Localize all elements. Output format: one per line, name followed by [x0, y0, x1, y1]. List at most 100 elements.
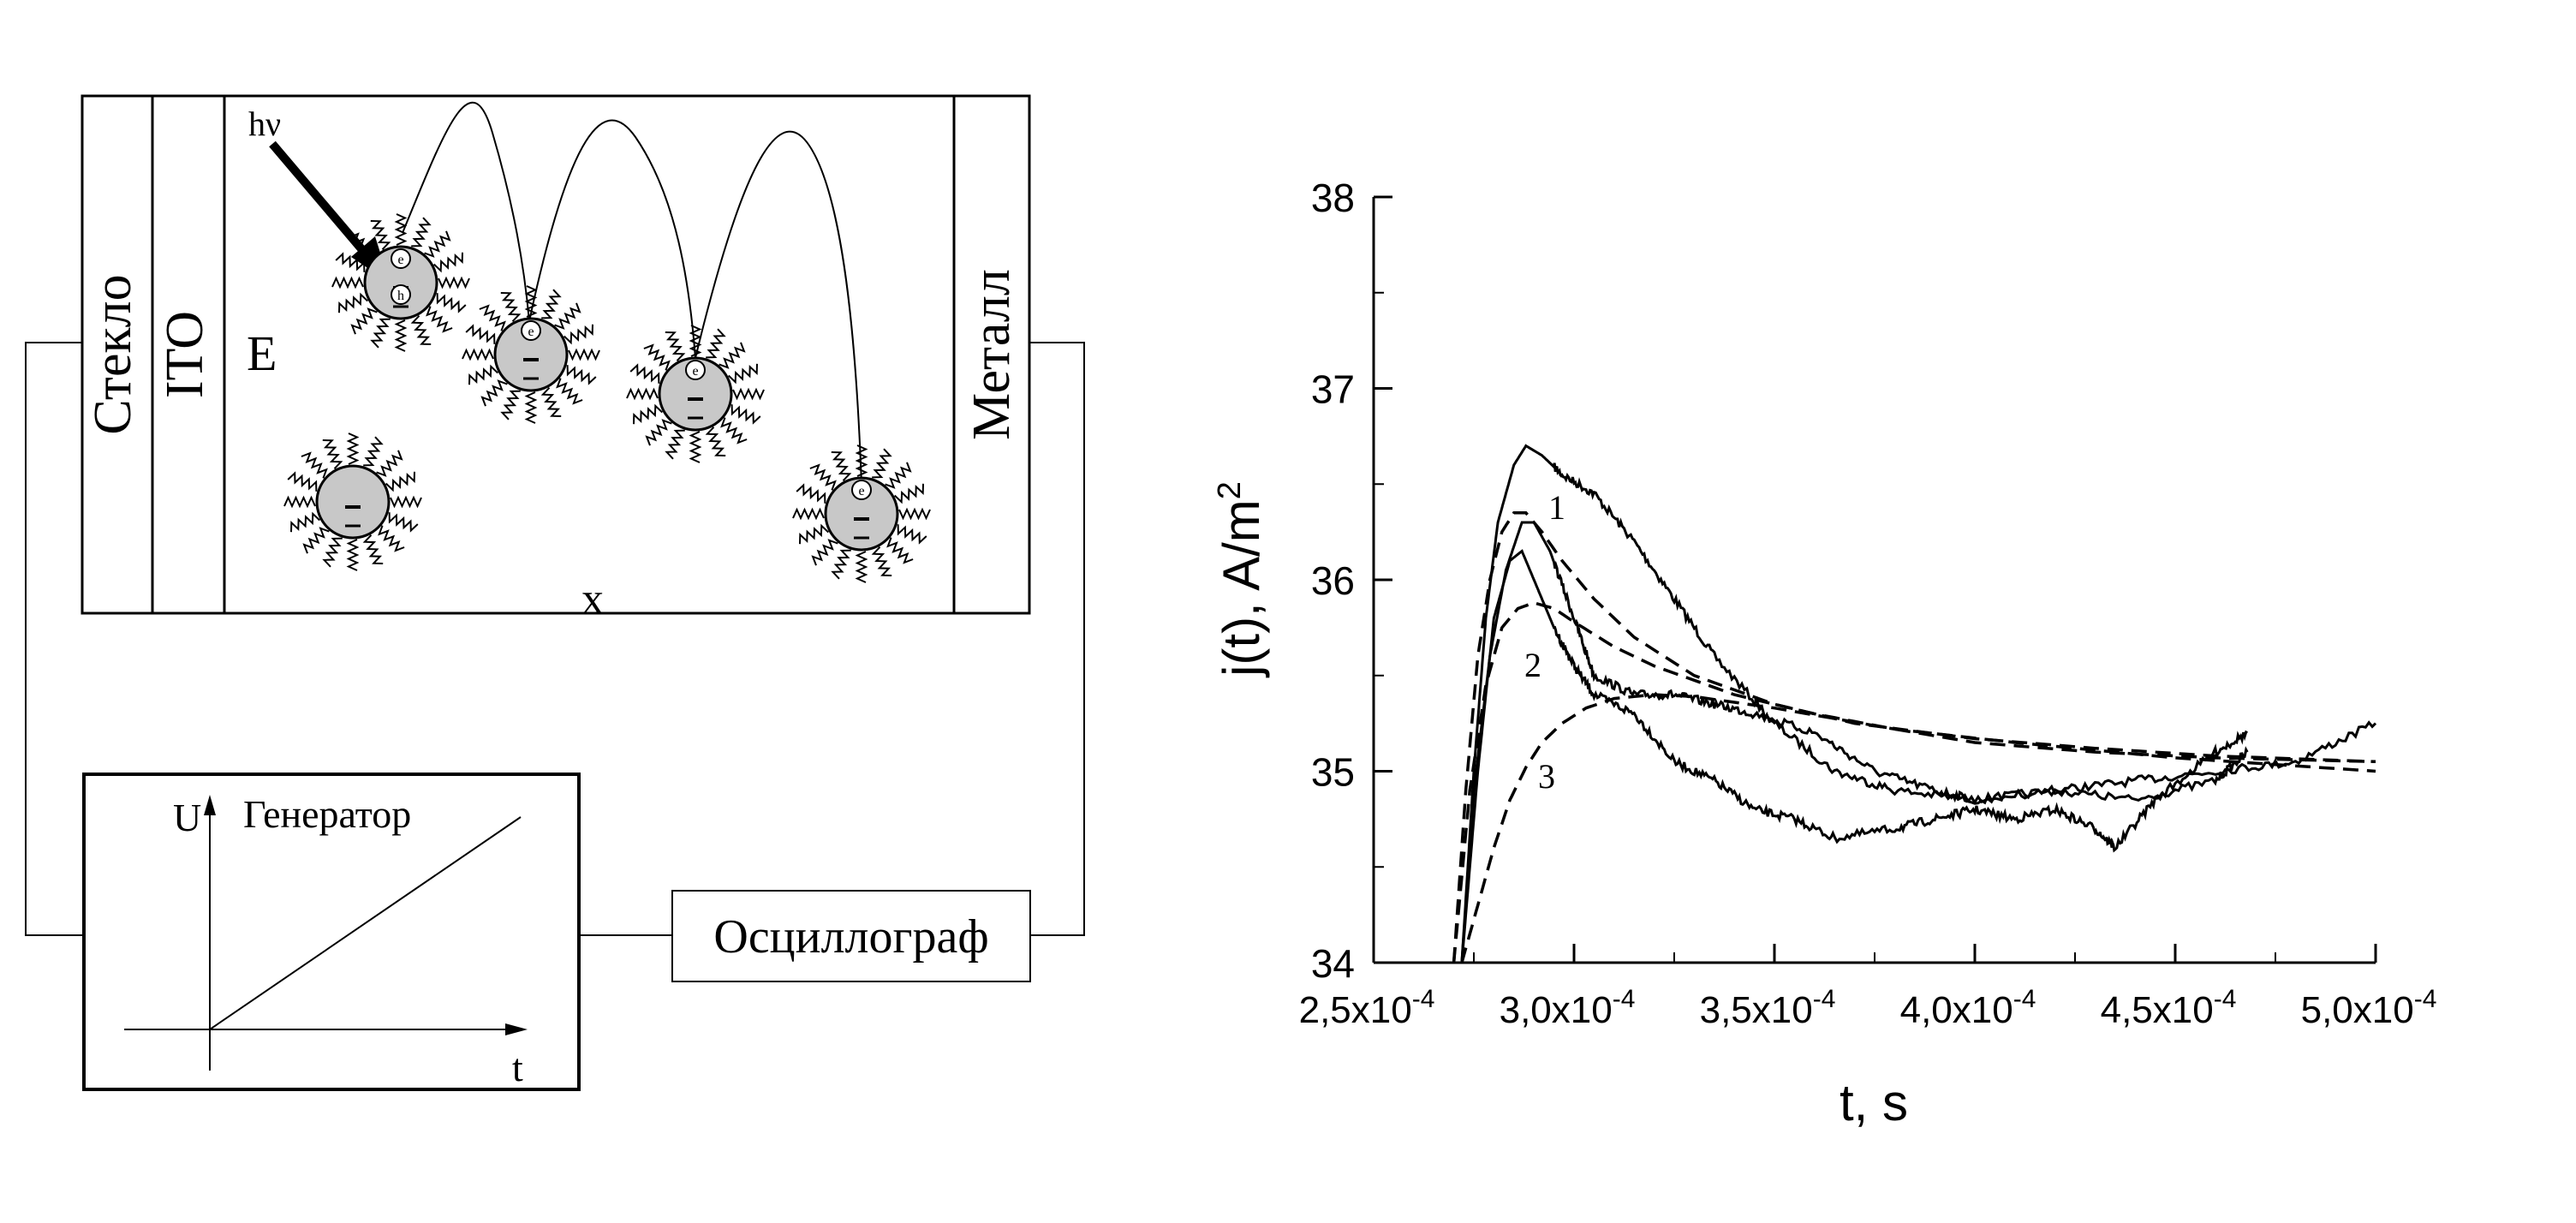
curve-annotation-1: 1: [1548, 488, 1565, 527]
electron-label: e: [858, 484, 864, 498]
nanoparticle-core: [363, 245, 438, 320]
y-tick-label: 37: [1311, 367, 1355, 412]
ligand-chain: [322, 537, 343, 568]
electron-icon: [685, 360, 706, 380]
nanoparticle-core: [315, 464, 391, 540]
ligand-chain: [370, 318, 391, 349]
ligand-chain: [831, 451, 852, 481]
coordinate-label: x: [581, 575, 604, 623]
ligand-chain: [385, 471, 415, 492]
ligand-chain: [350, 307, 378, 335]
ligand-chain: [301, 451, 328, 479]
ligand-chain: [871, 546, 892, 576]
ligand-chain: [665, 331, 686, 361]
electron-label: e: [397, 253, 403, 267]
ligand-chain: [855, 444, 868, 477]
x-tick-mantissa: 2,5x10: [1299, 989, 1412, 1031]
ligand-chain: [568, 348, 600, 361]
ligand-chain: [436, 293, 467, 313]
nanoparticle: eh: [331, 213, 470, 352]
ligand-chain: [626, 387, 659, 401]
ligand-chain: [290, 511, 320, 533]
ligand-chain: [500, 292, 522, 322]
ligand-chain: [500, 390, 521, 421]
t-arrow-icon: [505, 1023, 528, 1035]
y-tick-label: 34: [1311, 941, 1355, 986]
x-tick-label: 4,0x10-4: [1900, 985, 2036, 1031]
electron-label: e: [692, 364, 698, 379]
electron-label: e: [528, 325, 534, 339]
ligand-chain: [462, 348, 494, 361]
ligand-chain: [719, 342, 746, 369]
cell-box: [80, 94, 1031, 615]
ligand-chain: [335, 252, 366, 272]
ligand-chain: [287, 471, 318, 492]
y-tick-label: 36: [1311, 558, 1355, 603]
ligand-chain: [346, 539, 360, 571]
fit-curve-2: [1452, 600, 2376, 963]
ligand-chain: [886, 537, 914, 564]
hop-arc-2: [528, 119, 696, 359]
ligand-chain: [556, 378, 583, 405]
x-tick-label: 4,5x10-4: [2101, 985, 2237, 1031]
ligand-chain: [629, 363, 660, 384]
field-label: E: [247, 325, 277, 381]
hole-label: h: [397, 289, 404, 303]
ligand-chain: [338, 292, 368, 313]
x-tick-exponent: -4: [2414, 985, 2437, 1013]
ligand-chain: [541, 289, 562, 319]
experimental-curve-3: [1460, 549, 2248, 963]
ligand-chain: [346, 433, 360, 465]
ligand-chain: [394, 213, 408, 246]
x-tick-label: 3,0x10-4: [1500, 985, 1636, 1031]
ligand-chain: [633, 403, 663, 425]
u-arrow-icon: [204, 795, 216, 815]
electron-icon: [851, 480, 872, 500]
ligand-chain: [370, 220, 391, 250]
curve-annotation-2: 2: [1524, 646, 1541, 684]
generator-box: [82, 773, 581, 1091]
metal-label: Металл: [963, 269, 1021, 440]
ligand-chain: [363, 436, 384, 467]
ligand-chain: [728, 363, 758, 385]
x-tick-mantissa: 4,0x10: [1900, 989, 2013, 1031]
y-axis-title: j(t), A/m2: [1212, 481, 1270, 678]
ligand-chain: [799, 523, 829, 545]
x-tick-mantissa: 5,0x10: [2301, 989, 2414, 1031]
ligand-chain: [706, 328, 726, 359]
y-axis-title-main: j(t), A/m: [1213, 499, 1270, 678]
ligand-chain: [411, 217, 432, 248]
x-tick-label: 2,5x10-4: [1299, 985, 1435, 1031]
chart-series: [1452, 444, 2377, 963]
ligand-chain: [479, 304, 506, 331]
ligand-chain: [894, 483, 924, 504]
oscilloscope-label: Осциллограф: [713, 910, 988, 963]
ligand-chain: [468, 364, 498, 385]
ligand-chain: [796, 483, 826, 504]
x-tick-mantissa: 3,5x10: [1700, 989, 1813, 1031]
voltage-ramp: [209, 816, 522, 1030]
ligand-chain: [855, 551, 868, 583]
ligand-chain: [322, 439, 343, 469]
ligand-chain: [643, 343, 671, 371]
ligand-chain: [410, 315, 432, 345]
ligand-chain: [362, 534, 384, 564]
electron-icon: [391, 248, 411, 269]
oscilloscope-box: [671, 890, 1031, 982]
x-tick-exponent: -4: [1412, 985, 1435, 1013]
x-tick-mantissa: 4,5x10: [2101, 989, 2214, 1031]
hop-arc-3: [695, 130, 862, 486]
glass-label: Стекло: [84, 274, 142, 434]
x-tick-exponent: -4: [2013, 985, 2036, 1013]
ligand-chain: [665, 429, 685, 460]
ligand-chain: [898, 507, 931, 521]
ligand-chain: [390, 495, 422, 509]
nanoparticle-core: [658, 356, 733, 432]
ligand-chain: [809, 463, 837, 491]
nanoparticle-core: [824, 476, 899, 552]
hop-arc-1: [402, 101, 530, 322]
ligand-chain: [720, 417, 748, 444]
x-tick-exponent: -4: [1813, 985, 1836, 1013]
nanoparticle-core: [493, 317, 569, 392]
